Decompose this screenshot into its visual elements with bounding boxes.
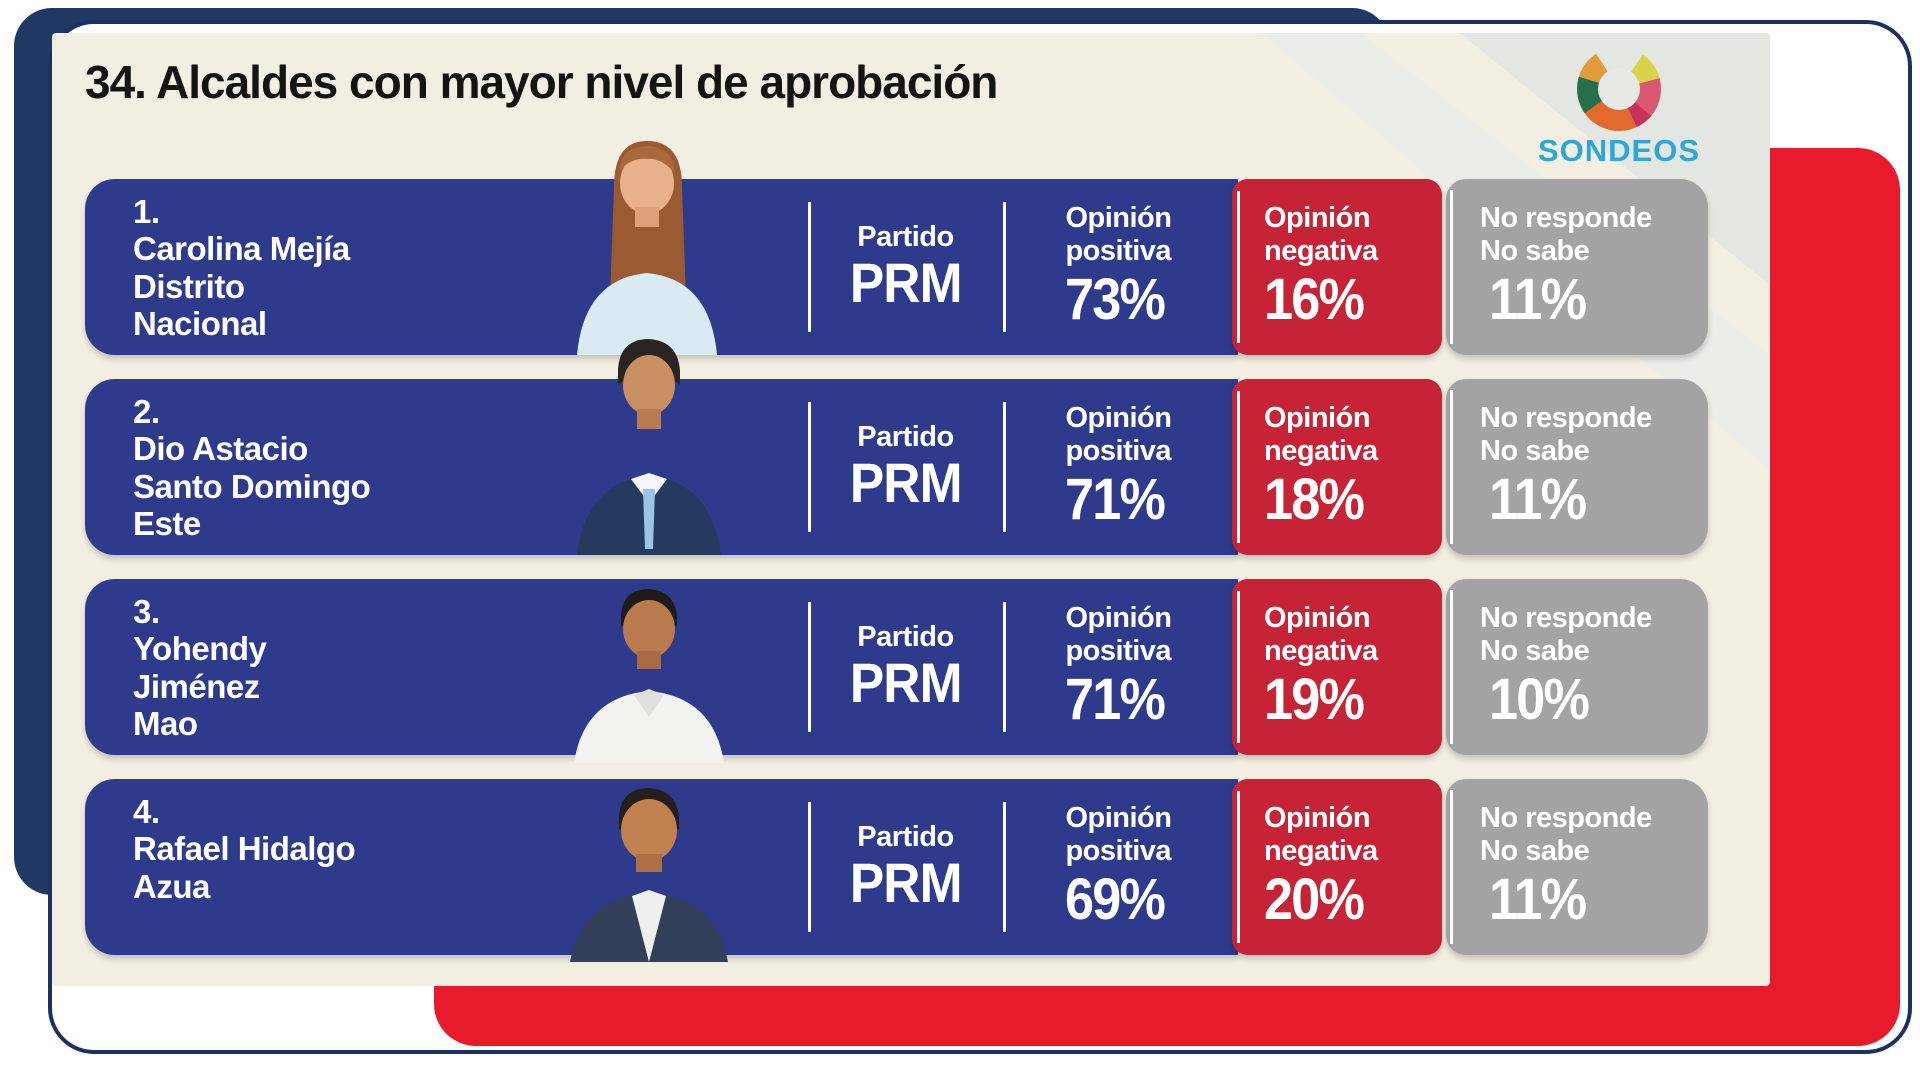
party-label: Partido: [857, 421, 954, 454]
mayor-name-cell: 4. Rafael Hidalgo Azua: [85, 779, 808, 962]
municipality: Este: [133, 504, 201, 542]
party-label: Partido: [857, 621, 954, 654]
negative-value: 16%: [1264, 267, 1365, 333]
mayor-name-cell: 2. Dio Astacio Santo Domingo Este: [85, 339, 808, 555]
mayor-photo: [522, 327, 772, 555]
table-row: 1. Carolina Mejía Distrito Nacional: [85, 141, 1712, 355]
positive-cell: Opinión positiva 69%: [1003, 779, 1238, 955]
table-row: 4. Rafael Hidalgo Azua: [85, 779, 1712, 962]
noresponse-cell: No responde No sabe 11%: [1446, 779, 1708, 955]
party-cell: Partido PRM: [808, 579, 1003, 755]
party-value: PRM: [849, 251, 963, 315]
positive-cell: Opinión positiva 71%: [1003, 579, 1238, 755]
noresponse-value: 11%: [1489, 867, 1587, 933]
positive-value: 71%: [1065, 467, 1166, 533]
party-value: PRM: [849, 651, 963, 715]
table-row: 2. Dio Astacio Santo Domingo Este: [85, 339, 1712, 555]
positive-cell: Opinión positiva 71%: [1003, 379, 1238, 555]
party-cell: Partido PRM: [808, 379, 1003, 555]
negative-cell: Opinión negativa 18%: [1232, 379, 1442, 555]
negative-value: 18%: [1264, 467, 1365, 533]
approval-rows: 1. Carolina Mejía Distrito Nacional: [85, 141, 1712, 962]
rank: 2.: [133, 393, 160, 430]
party-cell: Partido PRM: [808, 779, 1003, 955]
party-cell: Partido PRM: [808, 179, 1003, 355]
survey-card: 34. Alcaldes con mayor nivel de aprobaci…: [52, 33, 1770, 986]
mayor-name-cell: 1. Carolina Mejía Distrito Nacional: [85, 141, 808, 355]
mayor-photo: [522, 127, 772, 355]
mayor-name-cell: 3. Yohendy Jiménez Mao: [85, 579, 808, 763]
noresponse-cell: No responde No sabe 10%: [1446, 579, 1708, 755]
table-row: 3. Yohendy Jiménez Mao: [85, 579, 1712, 763]
party-label: Partido: [857, 221, 954, 254]
negative-cell: Opinión negativa 19%: [1232, 579, 1442, 755]
positive-value: 73%: [1065, 267, 1166, 333]
positive-value: 69%: [1065, 867, 1166, 933]
mayor-photo: [522, 780, 772, 962]
mayor-name: Jiménez: [133, 667, 260, 705]
sondeos-wordmark: SONDEOS: [1537, 133, 1701, 168]
mayor-photo: [522, 581, 772, 763]
negative-cell: Opinión negativa 16%: [1232, 179, 1442, 355]
municipality: Santo Domingo: [133, 467, 371, 505]
negative-value: 19%: [1264, 667, 1365, 733]
positive-value: 71%: [1065, 667, 1166, 733]
negative-cell: Opinión negativa 20%: [1232, 779, 1442, 955]
municipality: Nacional: [133, 304, 267, 342]
negative-value: 20%: [1264, 867, 1365, 933]
positive-cell: Opinión positiva 73%: [1003, 179, 1238, 355]
party-value: PRM: [849, 851, 963, 915]
noresponse-value: 10%: [1489, 667, 1590, 733]
municipality: Azua: [133, 867, 210, 905]
municipality: Distrito: [133, 267, 245, 305]
sondeos-logo: SONDEOS: [1504, 47, 1734, 169]
rank: 3.: [133, 593, 160, 630]
mayor-name: Rafael Hidalgo: [133, 830, 356, 868]
page-title: 34. Alcaldes con mayor nivel de aprobaci…: [85, 56, 998, 108]
noresponse-value: 11%: [1489, 267, 1587, 333]
noresponse-value: 11%: [1489, 467, 1587, 533]
sondeos-ring-icon: [1577, 47, 1661, 131]
mayor-name: Yohendy: [133, 630, 267, 668]
noresponse-cell: No responde No sabe 11%: [1446, 179, 1708, 355]
mayor-name: Dio Astacio: [133, 430, 308, 468]
mayor-name: Carolina Mejía: [133, 230, 350, 268]
noresponse-cell: No responde No sabe 11%: [1446, 379, 1708, 555]
party-value: PRM: [849, 451, 963, 515]
municipality: Mao: [133, 704, 198, 742]
rank: 4.: [133, 793, 160, 830]
party-label: Partido: [857, 821, 954, 854]
rank: 1.: [133, 193, 160, 230]
